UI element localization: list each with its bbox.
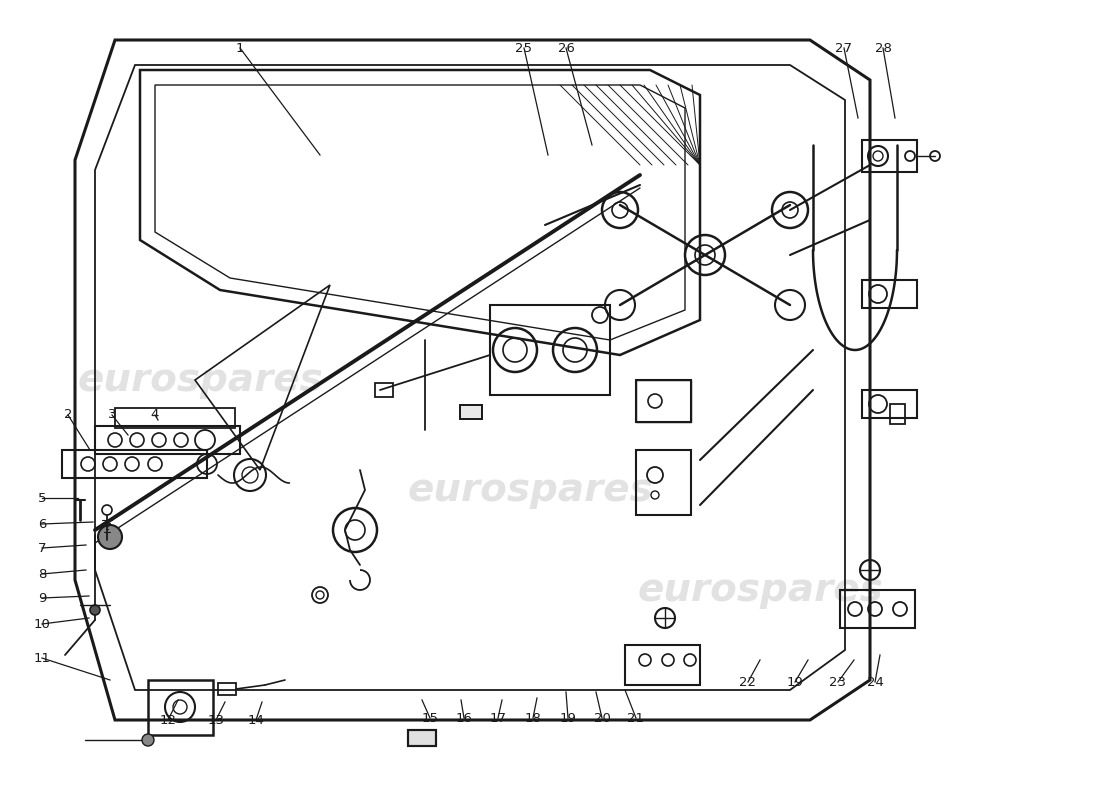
Text: 22: 22 bbox=[739, 675, 757, 689]
Text: eurospares: eurospares bbox=[77, 361, 323, 399]
Text: 19: 19 bbox=[560, 711, 576, 725]
Text: 19: 19 bbox=[786, 675, 803, 689]
Bar bbox=[636, 380, 691, 422]
Text: 17: 17 bbox=[490, 711, 506, 725]
Bar bbox=[408, 730, 436, 746]
Circle shape bbox=[98, 525, 122, 549]
Text: 10: 10 bbox=[34, 618, 51, 630]
Text: 26: 26 bbox=[558, 42, 574, 54]
Bar bbox=[408, 730, 436, 746]
Text: 1: 1 bbox=[235, 42, 244, 54]
Text: 11: 11 bbox=[33, 651, 51, 665]
Text: 18: 18 bbox=[525, 711, 541, 725]
Bar bbox=[218, 683, 236, 695]
Text: 27: 27 bbox=[836, 42, 852, 54]
Circle shape bbox=[142, 734, 154, 746]
Bar bbox=[460, 405, 482, 419]
Bar bbox=[625, 645, 700, 685]
Text: 23: 23 bbox=[829, 675, 847, 689]
Text: 7: 7 bbox=[37, 542, 46, 554]
Bar bbox=[862, 280, 917, 308]
Text: eurospares: eurospares bbox=[407, 471, 653, 509]
Text: 24: 24 bbox=[867, 675, 883, 689]
Bar bbox=[862, 140, 917, 172]
Bar bbox=[490, 305, 610, 395]
Text: 4: 4 bbox=[151, 409, 160, 422]
Text: 2: 2 bbox=[64, 409, 73, 422]
Bar bbox=[148, 680, 213, 735]
Bar bbox=[62, 450, 207, 478]
Bar bbox=[890, 404, 905, 424]
Text: 28: 28 bbox=[874, 42, 891, 54]
Text: 5: 5 bbox=[37, 491, 46, 505]
Text: 8: 8 bbox=[37, 567, 46, 581]
Text: 9: 9 bbox=[37, 591, 46, 605]
Bar bbox=[636, 450, 691, 515]
Text: eurospares: eurospares bbox=[637, 571, 883, 609]
Bar bbox=[840, 590, 915, 628]
Text: 3: 3 bbox=[108, 409, 117, 422]
Bar bbox=[862, 390, 917, 418]
Text: 25: 25 bbox=[516, 42, 532, 54]
Bar bbox=[460, 405, 482, 419]
Bar bbox=[636, 380, 691, 422]
Circle shape bbox=[90, 605, 100, 615]
Bar bbox=[95, 426, 240, 454]
Text: 21: 21 bbox=[627, 711, 645, 725]
Bar bbox=[375, 383, 393, 397]
Bar bbox=[116, 408, 235, 428]
Text: 16: 16 bbox=[455, 711, 472, 725]
Text: 14: 14 bbox=[248, 714, 264, 726]
Text: 20: 20 bbox=[594, 711, 610, 725]
Text: 6: 6 bbox=[37, 518, 46, 530]
Text: 15: 15 bbox=[421, 711, 439, 725]
Text: 13: 13 bbox=[208, 714, 224, 726]
Text: 12: 12 bbox=[160, 714, 176, 726]
